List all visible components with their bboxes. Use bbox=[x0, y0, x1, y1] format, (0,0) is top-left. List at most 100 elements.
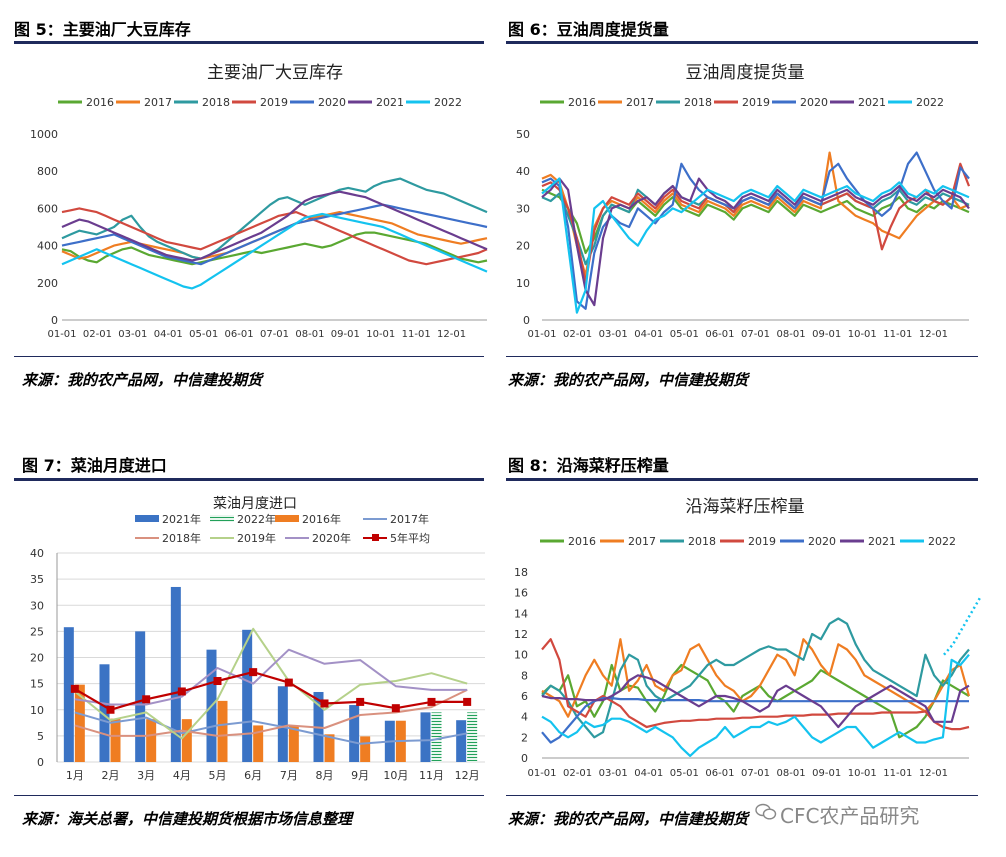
chart-2-marker-5年平均 bbox=[142, 695, 151, 704]
chart-2-bar-2016年 bbox=[74, 684, 85, 762]
wechat-icon bbox=[755, 803, 777, 820]
chart-3-title: 沿海菜籽压榨量 bbox=[686, 497, 805, 517]
chart-2-legend-label-2020年: 2020年 bbox=[312, 531, 351, 545]
chart-1-series-2022 bbox=[541, 177, 970, 314]
figure-8-top-rule bbox=[506, 478, 978, 481]
chart-1-series-2017 bbox=[541, 151, 970, 277]
chart-0-xtick-label: 07-01 bbox=[260, 329, 289, 340]
chart-2-bar-2016年 bbox=[181, 719, 192, 762]
chart-3-ytick-label: 8 bbox=[521, 669, 528, 682]
chart-2-bar-2022年 bbox=[431, 712, 442, 762]
figure-5-source: 来源：我的农产品网，中信建投期货 bbox=[22, 371, 263, 389]
chart-2-xtick-label: 12月 bbox=[455, 769, 480, 782]
figure-7-bottom-rule bbox=[14, 795, 484, 796]
figure-6-top-rule bbox=[506, 41, 978, 44]
chart-0-legend-label-2018: 2018 bbox=[202, 96, 230, 109]
chart-3-legend-label-2019: 2019 bbox=[748, 535, 776, 548]
figure-8-bottom-rule bbox=[506, 795, 978, 796]
chart-3-legend-label-2017: 2017 bbox=[628, 535, 656, 548]
chart-2-xtick-label: 1月 bbox=[66, 769, 84, 782]
chart-3-xtick-label: 12-01 bbox=[919, 768, 948, 779]
figure-7-source: 来源：海关总署，中信建投期货根据市场信息整理 bbox=[22, 810, 353, 828]
chart-0-xtick-label: 12-01 bbox=[437, 329, 466, 340]
chart-3-xtick-label: 11-01 bbox=[883, 768, 912, 779]
chart-2-bar-2016年 bbox=[360, 736, 371, 762]
chart-3-legend-label-2021: 2021 bbox=[868, 535, 896, 548]
chart-2-series-5年平均 bbox=[74, 670, 468, 711]
chart-2-legend-label-2019年: 2019年 bbox=[237, 531, 276, 545]
chart-2-ytick-label: 30 bbox=[30, 599, 44, 612]
chart-2-marker-5年平均 bbox=[356, 697, 365, 706]
chart-2-marker-5年平均 bbox=[106, 705, 115, 714]
chart-0-xtick-label: 04-01 bbox=[154, 329, 183, 340]
chart-2-xtick-label: 4月 bbox=[173, 769, 191, 782]
chart-2-ytick-label: 5 bbox=[37, 730, 44, 743]
chart-1-xtick-label: 07-01 bbox=[741, 329, 770, 340]
chart-2-legend-label-5年平均: 5年平均 bbox=[390, 531, 430, 545]
chart-3-xtick-label: 08-01 bbox=[777, 768, 806, 779]
figure-5-top-rule bbox=[14, 41, 484, 44]
chart-2-marker-5年平均 bbox=[70, 684, 79, 693]
chart-1-xtick-label: 05-01 bbox=[670, 329, 699, 340]
chart-1-legend-label-2022: 2022 bbox=[916, 96, 944, 109]
chart-2-bar-2016年 bbox=[288, 726, 299, 762]
chart-1-xtick-label: 10-01 bbox=[848, 329, 877, 340]
chart-1-xtick-label: 04-01 bbox=[634, 329, 663, 340]
chart-0-legend-label-2016: 2016 bbox=[86, 96, 114, 109]
chart-2-xtick-label: 6月 bbox=[244, 769, 262, 782]
chart-2-legend-swatch-2022年 bbox=[210, 515, 234, 522]
chart-0-ytick-label: 0 bbox=[51, 314, 58, 327]
chart-3-ytick-label: 6 bbox=[521, 690, 528, 703]
chart-2-series-2018年 bbox=[74, 688, 468, 737]
chart-1-ytick-label: 30 bbox=[516, 202, 530, 215]
chart-0-ytick-label: 600 bbox=[37, 202, 58, 215]
chart-1-xtick-label: 08-01 bbox=[777, 329, 806, 340]
chart-1-legend-label-2021: 2021 bbox=[858, 96, 886, 109]
chart-1-title: 豆油周度提货量 bbox=[686, 63, 805, 83]
chart-3-ytick-label: 2 bbox=[521, 731, 528, 744]
figure-5-bottom-rule bbox=[14, 356, 484, 357]
chart-3-ytick-label: 18 bbox=[514, 566, 528, 579]
chart-2-bar-2021年 bbox=[242, 629, 253, 762]
chart-1-ytick-label: 10 bbox=[516, 277, 530, 290]
chart-3-xtick-label: 07-01 bbox=[741, 768, 770, 779]
figure-8-source: 来源：我的农产品网，中信建投期货 bbox=[508, 810, 749, 828]
figure-5-label: 图 5：主要油厂大豆库存 bbox=[14, 20, 191, 39]
chart-3-series-2017 bbox=[541, 638, 971, 718]
chart-2-xtick-label: 2月 bbox=[102, 769, 120, 782]
chart-3-series-2019 bbox=[541, 638, 970, 731]
chart-2-marker-5年平均 bbox=[213, 677, 222, 686]
chart-2-xtick-label: 10月 bbox=[383, 769, 408, 782]
chart-1-legend-label-2018: 2018 bbox=[684, 96, 712, 109]
figure-6-source: 来源：我的农产品网，中信建投期货 bbox=[508, 371, 749, 389]
chart-3-xtick-label: 10-01 bbox=[848, 768, 877, 779]
chart-0-ytick-label: 400 bbox=[37, 240, 58, 253]
chart-2-legend-swatch-2021年 bbox=[135, 515, 159, 522]
chart-3-series-2022-projection bbox=[943, 597, 982, 656]
chart-2-marker-5年平均 bbox=[249, 668, 258, 677]
chart-1-legend-label-2020: 2020 bbox=[800, 96, 828, 109]
figure-7-label: 图 7：菜油月度进口 bbox=[22, 456, 167, 475]
chart-3-ytick-label: 12 bbox=[514, 628, 528, 641]
chart-1-xtick-label: 06-01 bbox=[705, 329, 734, 340]
chart-1-ytick-label: 0 bbox=[523, 314, 530, 327]
chart-2-bar-2016年 bbox=[146, 719, 157, 762]
chart-0-series-2022 bbox=[61, 212, 488, 290]
chart-1-xtick-label: 09-01 bbox=[812, 329, 841, 340]
chart-3-series-2021 bbox=[541, 674, 970, 729]
chart-2-bar-2021年 bbox=[135, 631, 146, 762]
chart-0-ytick-label: 1000 bbox=[30, 128, 58, 141]
chart-2-ytick-label: 25 bbox=[30, 625, 44, 638]
figure-8-label: 图 8：沿海菜籽压榨量 bbox=[508, 456, 669, 475]
chart-0-xtick-label: 11-01 bbox=[402, 329, 431, 340]
chart-0-xtick-label: 01-01 bbox=[47, 329, 76, 340]
chart-3-xtick-label: 04-01 bbox=[634, 768, 663, 779]
chart-3-ytick-label: 16 bbox=[514, 587, 528, 600]
chart-1-ytick-label: 20 bbox=[516, 240, 530, 253]
figure-7-top-rule bbox=[14, 478, 484, 481]
chart-0-title: 主要油厂大豆库存 bbox=[207, 63, 343, 83]
chart-2-series-2020年 bbox=[74, 648, 468, 706]
chart-3-legend-label-2016: 2016 bbox=[568, 535, 596, 548]
chart-2-legend-swatch-2016年 bbox=[275, 515, 299, 522]
